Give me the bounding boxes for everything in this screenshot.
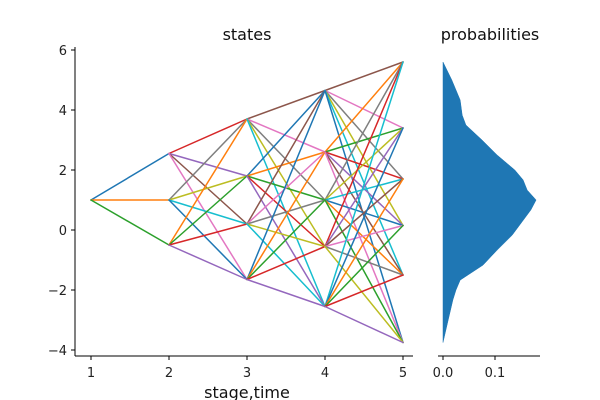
x-tick-label: 1 (87, 366, 95, 381)
tree-edge (246, 175, 326, 308)
tree-edge (324, 178, 404, 201)
tree-edge (246, 223, 326, 248)
x-tick-label: 5 (399, 366, 407, 381)
tree-edge (246, 199, 326, 225)
y-tick-label: 2 (59, 164, 67, 179)
tree-edge (324, 61, 404, 308)
tree-edge (168, 118, 248, 246)
tree-edge (168, 152, 248, 281)
tree-edge (168, 118, 248, 201)
prob-x-axis-ticks: 0.0 0.1 (433, 356, 506, 381)
tree-edge (324, 178, 404, 308)
tree-edge (168, 118, 248, 155)
tree-edge (324, 61, 404, 153)
states-title: states (223, 25, 272, 44)
tree-edge (168, 175, 248, 201)
tree-edge (246, 223, 326, 308)
tree-edge (90, 152, 170, 201)
tree-edge (168, 199, 248, 225)
tree-edge (324, 224, 404, 308)
y-tick-label: −2 (48, 284, 67, 299)
prob-x-tick-label: 0.0 (433, 366, 454, 381)
x-tick-label: 2 (165, 366, 173, 381)
probability-density-area (442, 61, 537, 343)
tree-edge (324, 199, 404, 276)
tree-edge (324, 89, 404, 227)
tree-edge (168, 152, 248, 177)
tree-edge (246, 89, 326, 177)
tree-edge (324, 127, 404, 153)
tree-edge (246, 151, 326, 177)
tree-edge (168, 199, 248, 281)
y-tick-label: 0 (59, 224, 67, 239)
tree-edge (324, 305, 404, 344)
tree-edge (324, 151, 404, 180)
tree-edge (246, 89, 326, 120)
tree-edge (324, 245, 404, 276)
tree-edge (324, 151, 404, 344)
y-tick-label: 4 (59, 104, 67, 119)
tree-edge (246, 118, 326, 153)
probabilities-plot: 0.0 0.1 probabilities (433, 25, 540, 381)
tree-edge (324, 127, 404, 308)
tree-edge (168, 223, 248, 246)
tree-edge (324, 61, 404, 248)
tree-edge (324, 61, 404, 201)
tree-edge (324, 127, 404, 248)
tree-edge (168, 244, 248, 281)
tree-edge (324, 224, 404, 248)
x-axis-label: stage,time (204, 383, 290, 400)
tree-edge (90, 199, 170, 246)
tree-edge (168, 175, 248, 246)
tree-edge (246, 278, 326, 308)
tree-edge (324, 274, 404, 308)
tree-edge (246, 151, 326, 281)
tree-edge (324, 89, 404, 129)
probabilities-title: probabilities (441, 25, 540, 44)
x-axis-ticks: 1 2 3 4 5 (87, 356, 407, 381)
x-tick-label: 4 (321, 366, 329, 381)
states-plot: −4 −2 0 2 4 6 1 2 3 4 5 states stage,time (48, 25, 413, 400)
x-tick-label: 3 (243, 366, 251, 381)
tree-edge (324, 199, 404, 344)
tree-edge (246, 118, 326, 248)
y-tick-label: 6 (59, 44, 67, 59)
prob-x-tick-label: 0.1 (485, 366, 506, 381)
tree-edges (90, 61, 404, 344)
tree-edge (246, 199, 326, 281)
tree-edge (246, 89, 326, 281)
tree-edge (246, 89, 326, 225)
tree-edge (246, 245, 326, 281)
tree-edge (324, 89, 404, 180)
tree-edge (324, 178, 404, 248)
tree-edge (246, 118, 326, 201)
tree-edge (246, 151, 326, 225)
tree-edge (324, 127, 404, 201)
y-tick-label: −4 (48, 344, 67, 359)
tree-edge (324, 61, 404, 92)
y-axis-ticks: −4 −2 0 2 4 6 (48, 44, 75, 359)
tree-edge (324, 245, 404, 344)
